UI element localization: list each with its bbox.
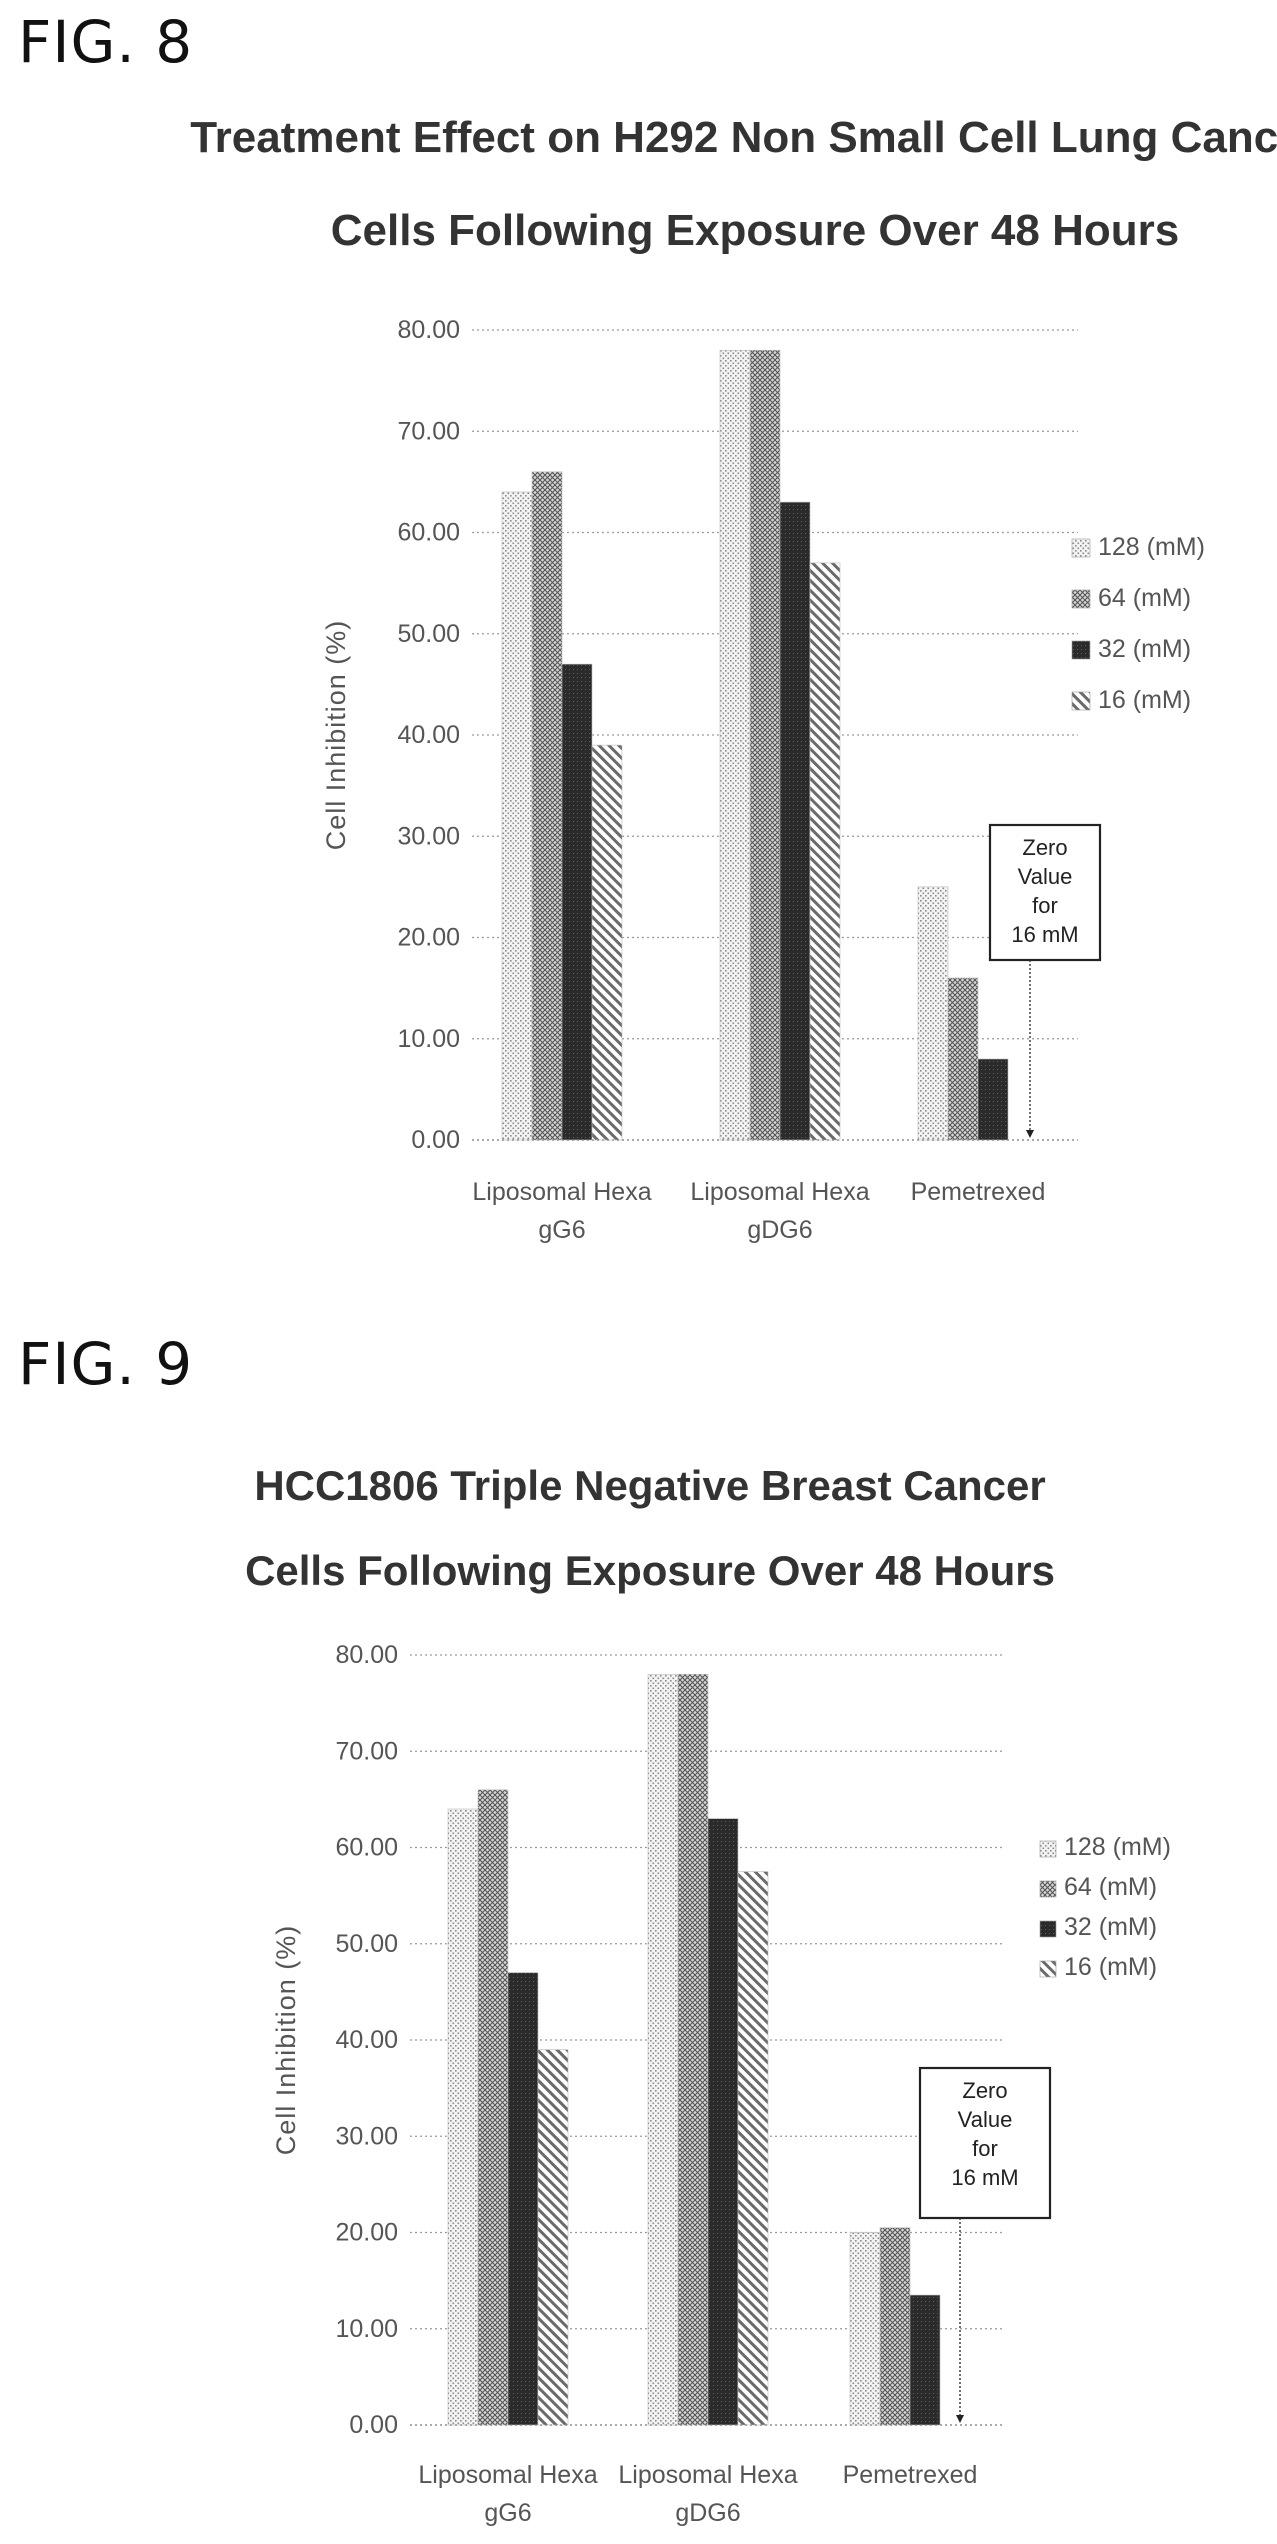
category-label: gG6 — [484, 2499, 531, 2527]
annotation-text: 16 mM — [1011, 922, 1078, 947]
y-tick-label: 10.00 — [397, 1025, 460, 1053]
bar-2-dots — [647, 1673, 679, 2426]
legend-label: 32 (mM) — [1064, 1913, 1157, 1941]
legend-label: 64 (mM) — [1098, 584, 1191, 612]
y-tick-label: 70.00 — [335, 1737, 398, 1765]
bar-1-diagonal — [537, 2049, 569, 2426]
annotation-box — [988, 823, 1102, 962]
category-label: Liposomal Hexa — [690, 1178, 869, 1206]
annotation-text: for — [972, 2136, 998, 2161]
legend-label: 64 (mM) — [1064, 1873, 1157, 1901]
bar-3-crosshatch — [947, 977, 979, 1141]
y-tick-label: 20.00 — [397, 924, 460, 952]
bar-1-crosshatch — [531, 471, 563, 1141]
legend-swatch-dots — [1039, 1840, 1057, 1858]
bar-3-dark — [909, 2294, 941, 2426]
bar-1-diagonal — [591, 744, 623, 1141]
bar-2-crosshatch — [677, 1673, 709, 2426]
y-axis-label: Cell Inhibition (%) — [271, 1925, 301, 2156]
bar-2-diagonal — [809, 562, 841, 1141]
category-label: Pemetrexed — [843, 2461, 978, 2489]
bar-2-dark — [779, 501, 811, 1141]
y-tick-label: 60.00 — [397, 519, 460, 547]
category-label: Liposomal Hexa — [472, 1178, 651, 1206]
chart-title-line-2: Cells Following Exposure Over 48 Hours — [245, 1547, 1055, 1594]
legend-swatch-dots — [1071, 538, 1091, 558]
annotation-text: Value — [1018, 864, 1073, 889]
y-tick-label: 40.00 — [335, 2026, 398, 2054]
annotation-arrowhead-icon — [1026, 1130, 1034, 1138]
chart-title-line-1: HCC1806 Triple Negative Breast Cancer — [254, 1462, 1045, 1509]
category-label: gDG6 — [675, 2499, 740, 2527]
legend-swatch-crosshatch — [1071, 589, 1091, 609]
chart-title-line-2: Cells Following Exposure Over 48 Hours — [331, 206, 1179, 255]
legend-label: 32 (mM) — [1098, 635, 1191, 663]
y-tick-label: 50.00 — [335, 1930, 398, 1958]
annotation-arrowhead-icon — [956, 2415, 964, 2423]
y-tick-label: 30.00 — [335, 2122, 398, 2150]
bar-chart-h292: Treatment Effect on H292 Non Small Cell … — [190, 113, 1277, 1244]
y-tick-label: 70.00 — [397, 417, 460, 445]
y-tick-label: 40.00 — [397, 721, 460, 749]
category-label: Liposomal Hexa — [418, 2461, 597, 2489]
legend-swatch-diagonal — [1071, 691, 1091, 711]
bar-1-crosshatch — [477, 1789, 509, 2426]
legend-label: 128 (mM) — [1064, 1833, 1171, 1861]
chart-title-line-1: Treatment Effect on H292 Non Small Cell … — [190, 113, 1277, 162]
bar-1-dots — [501, 491, 533, 1141]
bar-2-crosshatch — [749, 349, 781, 1141]
bar-2-dark — [707, 1818, 739, 2426]
y-tick-label: 60.00 — [335, 1834, 398, 1862]
category-label: gG6 — [538, 1216, 585, 1244]
y-tick-label: 20.00 — [335, 2219, 398, 2247]
annotation-box — [918, 2066, 1052, 2220]
bar-1-dots — [447, 1808, 479, 2426]
annotation-text: Zero — [962, 2078, 1007, 2103]
annotation-text: 16 mM — [951, 2165, 1018, 2190]
bar-1-dark — [507, 1972, 539, 2426]
legend-swatch-diagonal — [1039, 1960, 1057, 1978]
y-tick-label: 0.00 — [349, 2411, 398, 2439]
y-axis-label: Cell Inhibition (%) — [321, 620, 351, 851]
legend-label: 16 (mM) — [1064, 1953, 1157, 1981]
y-tick-label: 10.00 — [335, 2315, 398, 2343]
bar-1-dark — [561, 663, 593, 1141]
y-tick-label: 50.00 — [397, 620, 460, 648]
y-tick-label: 80.00 — [397, 316, 460, 344]
legend-swatch-dark — [1071, 640, 1091, 660]
bar-2-dots — [719, 349, 751, 1141]
legend-swatch-crosshatch — [1039, 1880, 1057, 1898]
chart-panel-fig8: Treatment Effect on H292 Non Small Cell … — [190, 113, 1277, 1244]
legend-label: 16 (mM) — [1098, 686, 1191, 714]
legend-label: 128 (mM) — [1098, 533, 1205, 561]
y-tick-label: 30.00 — [397, 822, 460, 850]
bar-3-dots — [917, 886, 949, 1141]
annotation-text: for — [1032, 893, 1058, 918]
category-label: Pemetrexed — [911, 1178, 1046, 1206]
figure-label-8: FIG. 8 — [18, 8, 194, 76]
legend-swatch-dark — [1039, 1920, 1057, 1938]
category-label: gDG6 — [747, 1216, 812, 1244]
figure-label-9: FIG. 9 — [18, 1330, 194, 1398]
y-tick-label: 0.00 — [411, 1126, 460, 1154]
annotation-text: Zero — [1022, 835, 1067, 860]
category-label: Liposomal Hexa — [618, 2461, 797, 2489]
bar-3-dots — [849, 2232, 881, 2426]
y-tick-label: 80.00 — [335, 1641, 398, 1669]
bar-2-diagonal — [737, 1871, 769, 2426]
bar-3-crosshatch — [879, 2227, 911, 2426]
annotation-text: Value — [958, 2107, 1013, 2132]
